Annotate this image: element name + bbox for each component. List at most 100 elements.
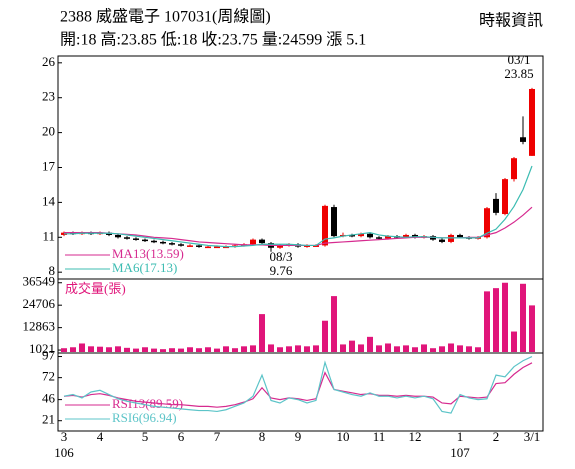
volume-bar — [502, 282, 508, 352]
volume-bar — [412, 347, 418, 352]
volume-bar — [349, 340, 355, 352]
y-tick-label: 1021 — [29, 341, 55, 356]
volume-bar — [421, 344, 427, 352]
candle-body — [349, 234, 355, 237]
candle-body — [358, 233, 364, 237]
volume-bar — [124, 347, 130, 352]
candle-body — [250, 239, 256, 245]
y-tick-label: 26 — [42, 54, 56, 69]
volume-bar — [529, 305, 535, 352]
volume-bar — [142, 347, 148, 352]
candle-body — [331, 207, 337, 237]
volume-bar — [376, 345, 382, 352]
y-tick-label: 12863 — [23, 319, 56, 334]
volume-bar — [466, 346, 472, 352]
candle-body — [457, 234, 463, 238]
volume-bar — [151, 348, 157, 352]
volume-bar — [385, 343, 391, 352]
candle-body — [520, 137, 526, 142]
candle-body — [187, 245, 193, 247]
volume-bar — [214, 348, 220, 352]
candle-body — [493, 198, 499, 213]
volume-bar — [322, 320, 328, 352]
y-tick-label: 72 — [42, 369, 55, 384]
source: 時報資訊 — [479, 12, 543, 30]
candle-body — [214, 246, 220, 249]
volume-bar — [268, 344, 274, 352]
volume-bar — [250, 345, 256, 352]
candle-body — [403, 234, 409, 238]
plot-frame — [57, 55, 544, 432]
volume-bar — [295, 345, 301, 352]
volume-bar — [304, 346, 310, 352]
candle-body — [151, 240, 157, 243]
candle-body — [385, 236, 391, 239]
volume-bar — [178, 348, 184, 352]
series-line — [64, 165, 533, 248]
x-tick-label: 5 — [142, 429, 149, 444]
annotation: 23.85 — [504, 66, 533, 81]
x-tick-label: 12 — [409, 429, 422, 444]
volume-bar — [313, 345, 319, 352]
volume-bar — [259, 314, 265, 352]
candle-body — [124, 237, 130, 239]
candle-body — [322, 205, 328, 246]
x-tick-label: 3/1 — [524, 429, 541, 444]
candle-body — [160, 241, 166, 244]
x-tick-label: 11 — [373, 429, 386, 444]
series-line — [63, 362, 533, 408]
candle-body — [502, 179, 508, 215]
candle-body — [142, 239, 148, 242]
y-tick-label: 46 — [42, 391, 56, 406]
x-tick-label: 7 — [214, 429, 221, 444]
candle-body — [115, 234, 121, 238]
volume-bar — [232, 348, 238, 352]
x-tick-label: 3 — [61, 429, 68, 444]
legend-label: MA6(17.13) — [112, 260, 177, 275]
volume-bar — [457, 345, 463, 352]
candle-body — [205, 246, 211, 249]
volume-bar — [106, 347, 112, 352]
volume-bar — [430, 348, 436, 352]
volume-bar — [403, 345, 409, 352]
volume-bar — [70, 347, 76, 352]
y-tick-label: 97 — [42, 348, 56, 363]
volume-bar — [439, 346, 445, 352]
annotation: 03/1 — [507, 52, 530, 67]
annotation: 9.76 — [270, 263, 293, 278]
volume-bar — [340, 344, 346, 352]
volume-bar — [169, 348, 175, 352]
legend-label: MA13(13.59) — [112, 246, 184, 261]
y-tick-label: 14 — [42, 193, 56, 208]
volume-bar — [160, 349, 166, 352]
candle-body — [169, 243, 175, 245]
volume-bar — [511, 331, 517, 352]
candle-body — [511, 158, 517, 180]
candle-body — [277, 245, 283, 248]
volume-bar — [475, 347, 481, 352]
x-tick-label: 9 — [295, 429, 302, 444]
candle-body — [376, 237, 382, 239]
y-tick-label: 8 — [49, 263, 56, 278]
panel-title: 成交量(張) — [65, 281, 126, 296]
candle-body — [367, 233, 373, 238]
candle-body — [178, 244, 184, 246]
volume-bar — [394, 346, 400, 352]
y-tick-label: 24706 — [23, 296, 56, 311]
legend-label: RSI13(89.59) — [112, 396, 183, 411]
candle-body — [304, 245, 310, 247]
volume-bar — [79, 343, 85, 352]
candle-body — [259, 239, 265, 244]
y-tick-label: 23 — [42, 89, 55, 104]
volume-bar — [484, 291, 490, 352]
volume-bar — [448, 343, 454, 352]
volume-bar — [520, 283, 526, 352]
candle-body — [133, 238, 139, 240]
year-label: 106 — [54, 445, 74, 460]
y-tick-label: 17 — [42, 158, 56, 173]
volume-bar — [61, 348, 67, 352]
volume-bar — [205, 347, 211, 352]
volume-bar — [115, 346, 121, 352]
candle-body — [223, 246, 229, 249]
